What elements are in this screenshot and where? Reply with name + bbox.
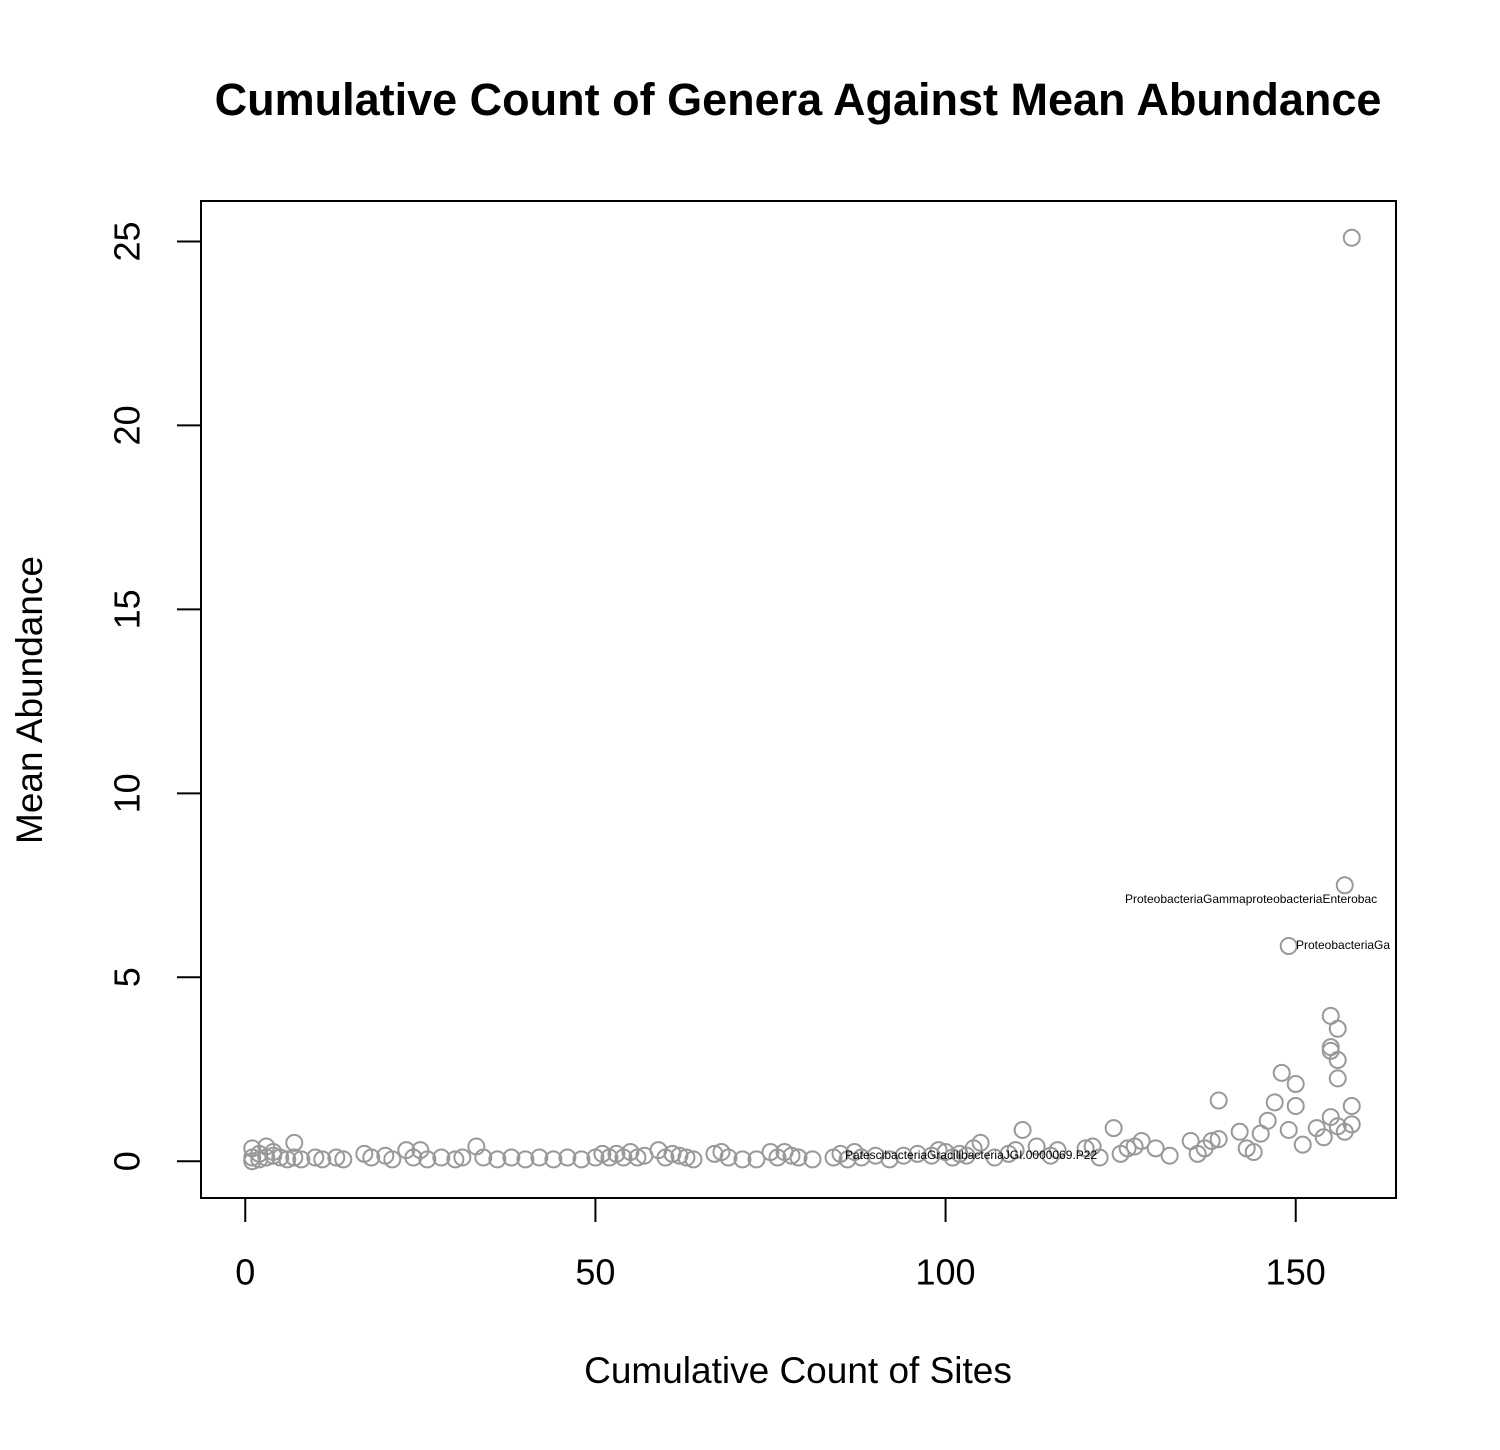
- point: [1076, 1139, 1095, 1158]
- x-axis-label: Cumulative Count of Sites: [584, 1350, 1012, 1391]
- point: [1090, 1148, 1109, 1167]
- point: [418, 1150, 437, 1169]
- point: [1209, 1130, 1228, 1149]
- point-annotation: PatescibacteriaGracilibacteriaJGI.000006…: [845, 1148, 1097, 1162]
- point: [278, 1150, 297, 1169]
- point: [446, 1150, 465, 1169]
- point: [1328, 1069, 1347, 1088]
- point: [1342, 228, 1361, 247]
- point: [1265, 1093, 1284, 1112]
- point: [383, 1150, 402, 1169]
- y-tick-label: 25: [107, 221, 148, 261]
- point: [1027, 1137, 1046, 1156]
- point: [1202, 1131, 1221, 1150]
- point: [782, 1146, 801, 1165]
- point: [1328, 1019, 1347, 1038]
- point: [929, 1141, 948, 1160]
- point: [432, 1148, 451, 1167]
- point: [530, 1148, 549, 1167]
- point: [271, 1148, 290, 1167]
- point: [803, 1150, 822, 1169]
- point: [684, 1150, 703, 1169]
- y-axis-label: Mean Abundance: [9, 556, 50, 844]
- point: [572, 1150, 591, 1169]
- point: [1286, 1074, 1305, 1093]
- point: [1118, 1139, 1137, 1158]
- point: [1286, 1097, 1305, 1116]
- point: [677, 1148, 696, 1167]
- point: [733, 1150, 752, 1169]
- x-tick-label: 50: [575, 1252, 615, 1293]
- point-annotation: ProteobacteriaGammaproteobacteriaEnterob…: [1125, 892, 1377, 906]
- point: [1006, 1141, 1025, 1160]
- point: [1146, 1139, 1165, 1158]
- point: [474, 1148, 493, 1167]
- point: [1048, 1141, 1067, 1160]
- point: [327, 1148, 346, 1167]
- x-tick-label: 100: [916, 1252, 976, 1293]
- point: [544, 1150, 563, 1169]
- point: [1279, 1120, 1298, 1139]
- x-tick-label: 0: [235, 1252, 255, 1293]
- y-tick-label: 15: [107, 589, 148, 629]
- point: [719, 1148, 738, 1167]
- point: [1342, 1115, 1361, 1134]
- point: [285, 1148, 304, 1167]
- y-tick-label: 10: [107, 773, 148, 813]
- point: [313, 1150, 332, 1169]
- point: [1013, 1120, 1032, 1139]
- point: [1244, 1143, 1263, 1162]
- point: [1314, 1128, 1333, 1147]
- point: [747, 1150, 766, 1169]
- point: [516, 1150, 535, 1169]
- point: [1209, 1091, 1228, 1110]
- point: [852, 1148, 871, 1167]
- point: [1272, 1063, 1291, 1082]
- point: [1328, 1051, 1347, 1070]
- point: [1335, 876, 1354, 895]
- chart-title: Cumulative Count of Genera Against Mean …: [215, 74, 1382, 125]
- point: [628, 1148, 647, 1167]
- y-tick-label: 0: [107, 1151, 148, 1171]
- point: [306, 1148, 325, 1167]
- point: [1293, 1135, 1312, 1154]
- point: [1104, 1119, 1123, 1138]
- point: [1342, 1097, 1361, 1116]
- y-tick-label: 5: [107, 967, 148, 987]
- point: [894, 1146, 913, 1165]
- point: [1160, 1146, 1179, 1165]
- point: [1132, 1131, 1151, 1150]
- point: [285, 1133, 304, 1152]
- point: [1258, 1111, 1277, 1130]
- point: [362, 1148, 381, 1167]
- y-tick-label: 20: [107, 405, 148, 445]
- x-tick-label: 150: [1266, 1252, 1326, 1293]
- point: [789, 1148, 808, 1167]
- point: [334, 1150, 353, 1169]
- point: [502, 1148, 521, 1167]
- point: [1230, 1122, 1249, 1141]
- point: [1279, 936, 1298, 955]
- point: [971, 1133, 990, 1152]
- point: [453, 1148, 472, 1167]
- point: [488, 1150, 507, 1169]
- point: [292, 1150, 311, 1169]
- point-annotation: ProteobacteriaGa: [1296, 938, 1390, 952]
- point: [558, 1148, 577, 1167]
- point: [908, 1144, 927, 1163]
